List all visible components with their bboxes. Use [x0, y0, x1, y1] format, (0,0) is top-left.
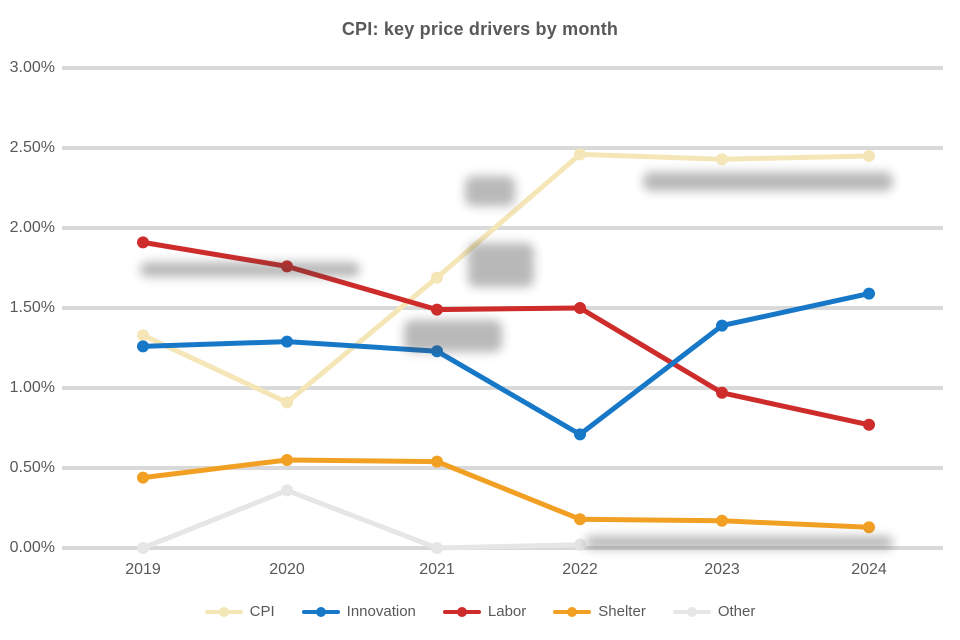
data-point-innovation	[574, 428, 586, 441]
y-tick-label: 3.00%	[9, 59, 55, 76]
y-tick-label: 1.50%	[9, 299, 55, 316]
data-point-cpi	[574, 148, 586, 161]
y-tick-label: 2.50%	[9, 139, 55, 156]
x-tick-label: 2019	[125, 561, 161, 578]
series-line-cpi	[140, 151, 872, 405]
data-point-shelter	[431, 455, 443, 468]
data-point-shelter	[716, 514, 728, 527]
chart-title: CPI: key price drivers by month	[341, 19, 619, 39]
y-tick-label: 1.00%	[9, 379, 55, 396]
data-point-labor	[431, 303, 443, 316]
data-point-innovation	[863, 287, 875, 300]
x-tick-label: 2022	[562, 561, 598, 578]
legend-item-labor: Labor	[442, 603, 527, 620]
data-point-other	[574, 538, 586, 551]
legend-marker-icon	[672, 606, 711, 617]
data-point-innovation	[716, 319, 728, 332]
y-tick-label: 2.00%	[9, 219, 55, 236]
data-point-labor	[863, 418, 875, 431]
data-point-other	[431, 542, 443, 554]
legend-marker-icon	[553, 606, 592, 617]
legend-marker-icon	[442, 606, 481, 617]
series-line-shelter	[140, 457, 872, 530]
data-point-shelter	[863, 521, 875, 534]
series-line-labor	[140, 239, 872, 428]
data-point-other	[137, 542, 149, 554]
legend-label: Shelter	[598, 603, 646, 620]
legend-item-cpi: CPI	[204, 603, 275, 620]
legend-label: Innovation	[346, 603, 416, 620]
series-line-innovation	[140, 291, 872, 437]
x-tick-label: 2023	[704, 561, 740, 578]
legend-item-other: Other	[672, 603, 756, 620]
data-point-cpi	[431, 271, 443, 284]
legend-label: Other	[717, 603, 756, 620]
data-point-cpi	[716, 153, 728, 166]
data-point-other	[281, 484, 293, 497]
legend-item-shelter: Shelter	[553, 603, 646, 620]
chart-legend: CPI Innovation Labor Shelter Other	[0, 603, 960, 620]
x-tick-label: 2024	[851, 561, 887, 578]
x-tick-label: 2020	[269, 561, 305, 578]
legend-marker-icon	[204, 606, 243, 617]
data-point-cpi	[281, 396, 293, 409]
data-point-labor	[137, 236, 149, 249]
legend-label: CPI	[249, 603, 275, 620]
data-point-shelter	[574, 513, 586, 526]
data-point-labor	[574, 302, 586, 314]
legend-item-innovation: Innovation	[301, 603, 416, 620]
data-point-innovation	[137, 340, 149, 353]
data-point-innovation	[431, 345, 443, 358]
data-point-shelter	[137, 471, 149, 484]
data-point-shelter	[281, 454, 293, 466]
data-point-cpi	[863, 150, 875, 162]
data-point-cpi	[137, 329, 149, 342]
data-point-labor	[716, 386, 728, 399]
legend-label: Labor	[487, 603, 527, 620]
data-point-innovation	[281, 335, 293, 348]
legend-marker-icon	[301, 606, 340, 617]
data-point-labor	[281, 260, 293, 273]
series-line-other	[140, 487, 583, 551]
y-tick-label: 0.00%	[9, 539, 55, 556]
x-tick-label: 2021	[419, 561, 455, 578]
y-tick-label: 0.50%	[9, 459, 55, 476]
